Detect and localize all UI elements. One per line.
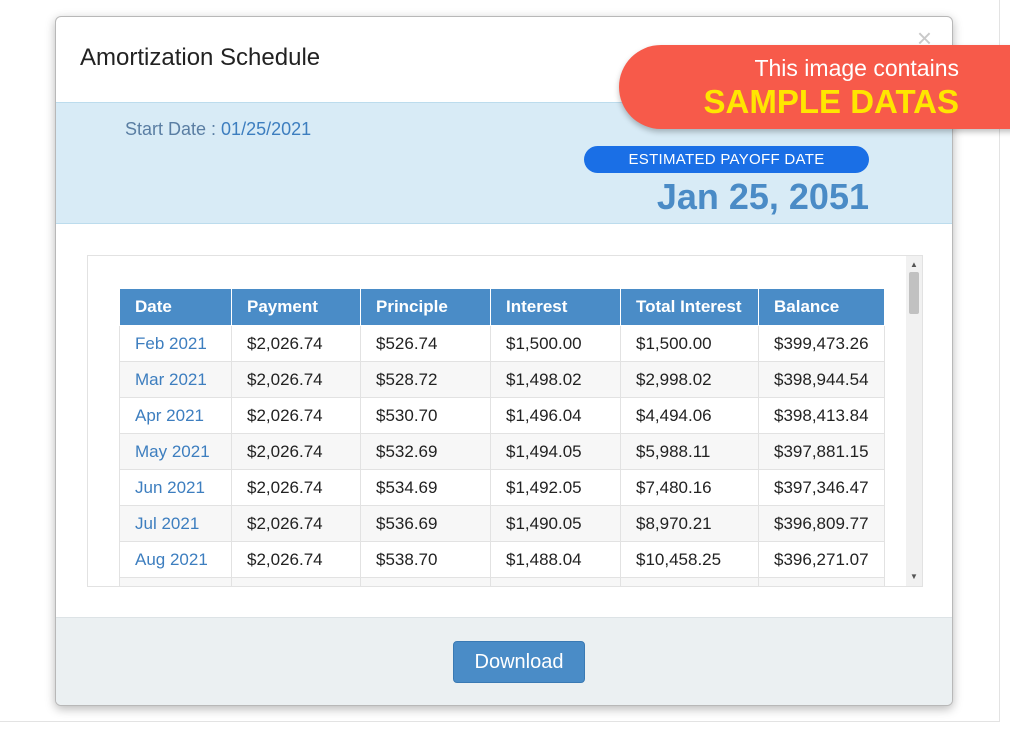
arrow-up-icon[interactable]: ▲ xyxy=(910,260,918,269)
cell-balance: $396,271.07 xyxy=(758,541,885,578)
table-row: Apr 2021 $2,026.74 $530.70 $1,496.04 $4,494.… xyxy=(119,397,885,434)
header-date: Date xyxy=(119,288,232,326)
cell-principle: $536.69 xyxy=(360,505,491,542)
cell-principle: $528.72 xyxy=(360,361,491,398)
banner-line2: SAMPLE DATAS xyxy=(703,83,959,120)
start-date: Start Date : 01/25/2021 xyxy=(125,119,311,140)
cell-total-interest: $2,998.02 xyxy=(620,361,759,398)
cell-payment: $2,026.74 xyxy=(231,325,361,362)
cell-balance: $397,881.15 xyxy=(758,433,885,470)
header-interest: Interest xyxy=(490,288,621,326)
cell-date: Feb 2021 xyxy=(119,325,232,362)
cell-interest: $1,500.00 xyxy=(490,325,621,362)
close-icon[interactable]: × xyxy=(916,23,932,53)
cell-interest xyxy=(490,577,621,586)
cell-payment: $2,026.74 xyxy=(231,505,361,542)
cell-interest: $1,494.05 xyxy=(490,433,621,470)
cell-total-interest: $10,458.25 xyxy=(620,541,759,578)
banner-line1: This image contains xyxy=(754,55,959,81)
modal-header: Amortization Schedule × xyxy=(56,17,952,102)
header-principle: Principle xyxy=(360,288,491,326)
header-total-interest: Total Interest xyxy=(620,288,759,326)
table-row: Aug 2021 $2,026.74 $538.70 $1,488.04 $10,458… xyxy=(119,541,885,578)
table-row: Feb 2021 $2,026.74 $526.74 $1,500.00 $1,500.… xyxy=(119,325,885,362)
cell-interest: $1,488.04 xyxy=(490,541,621,578)
header-balance: Balance xyxy=(758,288,885,326)
cell-total-interest: $5,988.11 xyxy=(620,433,759,470)
cell-principle xyxy=(360,577,491,586)
cell-payment: $2,026.74 xyxy=(231,433,361,470)
cell-date xyxy=(119,577,232,586)
cell-balance: $398,413.84 xyxy=(758,397,885,434)
cell-payment xyxy=(231,577,361,586)
cell-payment: $2,026.74 xyxy=(231,541,361,578)
table-row: Mar 2021 $2,026.74 $528.72 $1,498.02 $2,998.… xyxy=(119,361,885,398)
cell-total-interest: $8,970.21 xyxy=(620,505,759,542)
schedule-table-container[interactable]: Date Payment Principle Interest Total In… xyxy=(87,255,923,587)
cell-balance: $397,346.47 xyxy=(758,469,885,506)
cell-principle: $526.74 xyxy=(360,325,491,362)
table-scrollbar[interactable]: ▲ ▼ xyxy=(906,256,922,586)
cell-balance: $398,944.54 xyxy=(758,361,885,398)
page-backdrop xyxy=(0,0,1000,722)
table-row: Jul 2021 $2,026.74 $536.69 $1,490.05 $8,970.… xyxy=(119,505,885,542)
cell-balance xyxy=(758,577,885,586)
cell-payment: $2,026.74 xyxy=(231,361,361,398)
arrow-down-icon[interactable]: ▼ xyxy=(910,572,918,581)
cell-interest: $1,490.05 xyxy=(490,505,621,542)
cell-date: Jul 2021 xyxy=(119,505,232,542)
cell-principle: $530.70 xyxy=(360,397,491,434)
cell-date: Mar 2021 xyxy=(119,361,232,398)
start-date-value: 01/25/2021 xyxy=(221,119,312,139)
cell-payment: $2,026.74 xyxy=(231,469,361,506)
table-row xyxy=(119,577,885,586)
payoff-date: Jan 25, 2051 xyxy=(656,176,869,217)
table-row: Jun 2021 $2,026.74 $534.69 $1,492.05 $7,480.… xyxy=(119,469,885,506)
cell-interest: $1,498.02 xyxy=(490,361,621,398)
cell-total-interest: $7,480.16 xyxy=(620,469,759,506)
header-payment: Payment xyxy=(231,288,361,326)
cell-date: Apr 2021 xyxy=(119,397,232,434)
cell-interest: $1,492.05 xyxy=(490,469,621,506)
cell-total-interest xyxy=(620,577,759,586)
cell-interest: $1,496.04 xyxy=(490,397,621,434)
amortization-modal: Amortization Schedule × Start Date : 01/… xyxy=(55,16,953,706)
cell-balance: $396,809.77 xyxy=(758,505,885,542)
modal-footer: Download xyxy=(56,617,952,705)
schedule-table: Date Payment Principle Interest Total In… xyxy=(119,288,885,586)
start-date-label: Start Date : xyxy=(125,119,222,139)
cell-principle: $534.69 xyxy=(360,469,491,506)
table-row: May 2021 $2,026.74 $532.69 $1,494.05 $5,988.… xyxy=(119,433,885,470)
cell-total-interest: $4,494.06 xyxy=(620,397,759,434)
cell-date: Jun 2021 xyxy=(119,469,232,506)
modal-title: Amortization Schedule xyxy=(80,44,321,71)
cell-balance: $399,473.26 xyxy=(758,325,885,362)
sample-data-banner: This image contains SAMPLE DATAS xyxy=(619,45,1010,129)
cell-total-interest: $1,500.00 xyxy=(620,325,759,362)
cell-principle: $538.70 xyxy=(360,541,491,578)
payoff-badge: ESTIMATED PAYOFF DATE xyxy=(584,146,869,173)
cell-payment: $2,026.74 xyxy=(231,397,361,434)
download-button[interactable]: Download xyxy=(453,641,585,683)
cell-date: Aug 2021 xyxy=(119,541,232,578)
cell-principle: $532.69 xyxy=(360,433,491,470)
table-header-row: Date Payment Principle Interest Total In… xyxy=(119,288,885,326)
cell-date: May 2021 xyxy=(119,433,232,470)
scrollbar-thumb[interactable] xyxy=(909,272,919,314)
